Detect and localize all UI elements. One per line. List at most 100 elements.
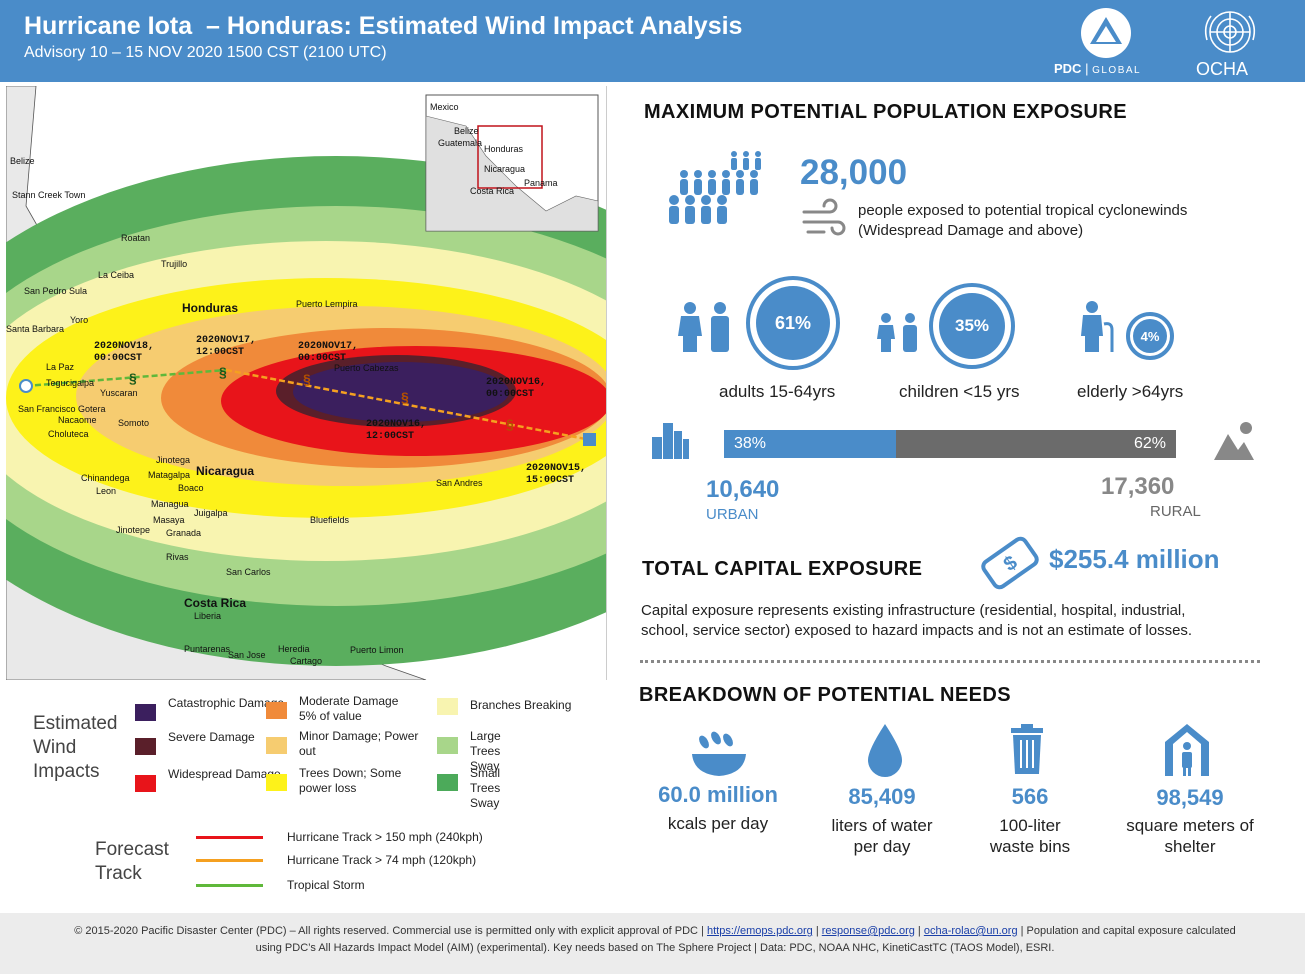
- waste-bin-icon: [1011, 724, 1043, 774]
- map-place-label: Leon: [96, 486, 116, 496]
- track-label: Hurricane Track > 150 mph (240kph): [287, 830, 483, 844]
- legend-label: Widespread Damage: [168, 767, 281, 781]
- page-title: Hurricane Iota – Honduras: Estimated Win…: [24, 12, 743, 40]
- legend-label: Branches Breaking: [470, 698, 572, 712]
- city-icon: [652, 423, 689, 459]
- track-line-orange: [196, 858, 263, 862]
- svg-text:Guatemala: Guatemala: [438, 138, 482, 148]
- forecast-time-label: 2020NOV18, 00:00CST: [94, 341, 154, 364]
- map-canvas: § § § § § Mexico Belize Honduras Guatema…: [6, 86, 607, 680]
- map-place-label: Jinotega: [156, 455, 190, 465]
- people-exposed-desc-line2: (Widespread Damage and above): [858, 222, 1084, 239]
- svg-text:Honduras: Honduras: [484, 144, 524, 154]
- legend-swatch: [135, 775, 156, 792]
- adults-label: adults 15-64yrs: [719, 382, 836, 401]
- legend-item-severe: Severe Damage: [135, 730, 288, 755]
- children-circle: 35%: [929, 283, 1015, 369]
- map-place-label: Costa Rica: [184, 596, 246, 610]
- elderly-circle: 4%: [1126, 312, 1174, 360]
- track-item-tropical-storm: Tropical Storm: [196, 878, 365, 892]
- forecast-time-label: 2020NOV16, 12:00CST: [366, 419, 426, 442]
- capital-desc-line1: Capital exposure represents existing inf…: [641, 602, 1186, 619]
- adults-pct: 61%: [756, 286, 830, 360]
- map-place-label: Puntarenas: [184, 644, 231, 654]
- legend-label: Large Trees Sway: [470, 729, 501, 773]
- map-place-label: Belize: [10, 156, 35, 166]
- legend-label: Moderate Damage 5% of value: [299, 694, 399, 723]
- capital-desc-line2: school, service sector) exposed to hazar…: [641, 622, 1193, 639]
- map-place-label: Masaya: [153, 515, 185, 525]
- waste-bins-label-line1: 100-liter: [999, 816, 1061, 835]
- map-place-label: Chinandega: [81, 473, 130, 483]
- shelter-label-line2: shelter: [1164, 837, 1216, 856]
- ocha-logo-text: OCHA: [1196, 59, 1249, 79]
- rural-bar-segment: 62%: [895, 430, 1176, 458]
- section-divider: [640, 660, 1260, 663]
- people-exposed-count: 28,000: [800, 153, 908, 192]
- wind-impact-map: § § § § § Mexico Belize Honduras Guatema…: [6, 86, 607, 680]
- svg-text:§: §: [219, 364, 227, 380]
- map-place-label: Choluteca: [48, 429, 89, 439]
- shelter-icon: [1165, 724, 1209, 776]
- legend-title: Estimated Wind Impacts: [33, 713, 118, 782]
- page-subtitle: Advisory 10 – 15 NOV 2020 1500 CST (2100…: [24, 44, 387, 61]
- svg-text:§: §: [129, 370, 137, 386]
- crowd-icon: [669, 151, 761, 224]
- footer-link-ocha[interactable]: ocha-rolac@un.org: [923, 925, 1018, 937]
- rural-label: RURAL: [1150, 503, 1201, 520]
- map-place-label: Puerto Lempira: [296, 299, 358, 309]
- map-place-label: Jinotepe: [116, 525, 150, 535]
- legend-item-trees-down: Trees Down; Some power loss: [266, 766, 419, 796]
- legend-item-widespread: Widespread Damage: [135, 767, 288, 792]
- track-line-red: [196, 835, 263, 839]
- map-place-label: Yoro: [70, 315, 88, 325]
- footer-link-response[interactable]: response@pdc.org: [821, 925, 915, 937]
- map-place-label: San Pedro Sula: [24, 286, 87, 296]
- capital-exposure-desc: Capital exposure represents existing inf…: [641, 601, 1192, 641]
- legend-item-minor: Minor Damage; Power out: [266, 729, 419, 759]
- footer-link-emops[interactable]: https://emops.pdc.org: [706, 925, 813, 937]
- legend-label: Trees Down; Some power loss: [299, 766, 402, 795]
- map-legend: Estimated Wind Impacts Catastrophic Dama…: [0, 690, 610, 910]
- people-exposed-desc: people exposed to potential tropical cyc…: [858, 201, 1187, 241]
- kcals-value: 60.0 million: [658, 782, 778, 807]
- legend-label: Catastrophic Damage: [168, 696, 285, 710]
- track-label: Tropical Storm: [287, 878, 365, 892]
- water-drop-icon: [868, 724, 902, 777]
- footer-copyright: © 2015-2020 Pacific Disaster Center (PDC…: [74, 925, 698, 937]
- map-place-label: Tegucigalpa: [46, 378, 94, 388]
- pdc-logo-text: PDC | GLOBAL: [1054, 61, 1142, 76]
- children-pct: 35%: [939, 293, 1005, 359]
- map-place-label: Puerto Cabezas: [334, 363, 399, 373]
- capital-exposure-value: $255.4 million: [1049, 544, 1220, 574]
- map-place-label: Bluefields: [310, 515, 350, 525]
- legend-swatch: [135, 704, 156, 721]
- map-place-label: San Francisco Gotera: [18, 404, 106, 414]
- svg-text:Belize: Belize: [454, 126, 479, 136]
- wind-icon: [802, 198, 846, 236]
- legend-swatch: [266, 774, 287, 791]
- map-place-label: Puerto Limon: [350, 645, 404, 655]
- pdc-logo-sub: GLOBAL: [1092, 65, 1142, 76]
- svg-text:§: §: [401, 389, 409, 405]
- map-place-label: Liberia: [194, 611, 221, 621]
- shelter-value: 98,549: [1156, 785, 1224, 810]
- legend-swatch: [437, 737, 458, 754]
- legend-swatch: [266, 702, 287, 719]
- map-place-label: Managua: [151, 499, 189, 509]
- un-emblem-icon: [1204, 11, 1256, 53]
- map-place-label: Granada: [166, 528, 201, 538]
- people-exposed-desc-line1: people exposed to potential tropical cyc…: [858, 202, 1188, 219]
- rural-mountain-icon: [1214, 422, 1254, 460]
- legend-label: Severe Damage: [168, 730, 255, 744]
- capital-exposure-title: TOTAL CAPITAL EXPOSURE: [642, 558, 923, 580]
- map-place-label: San Carlos: [226, 567, 271, 577]
- legend-item-catastrophic: Catastrophic Damage: [135, 696, 288, 721]
- footer-population: Population: [1026, 925, 1079, 937]
- map-place-label: Juigalpa: [194, 508, 228, 518]
- adults-circle: 61%: [746, 276, 840, 370]
- map-place-label: Yuscaran: [100, 388, 138, 398]
- track-item-hurricane: Hurricane Track > 74 mph (120kph): [196, 853, 476, 867]
- kcals-label: kcals per day: [667, 814, 769, 833]
- map-place-label: Santa Barbara: [6, 324, 64, 334]
